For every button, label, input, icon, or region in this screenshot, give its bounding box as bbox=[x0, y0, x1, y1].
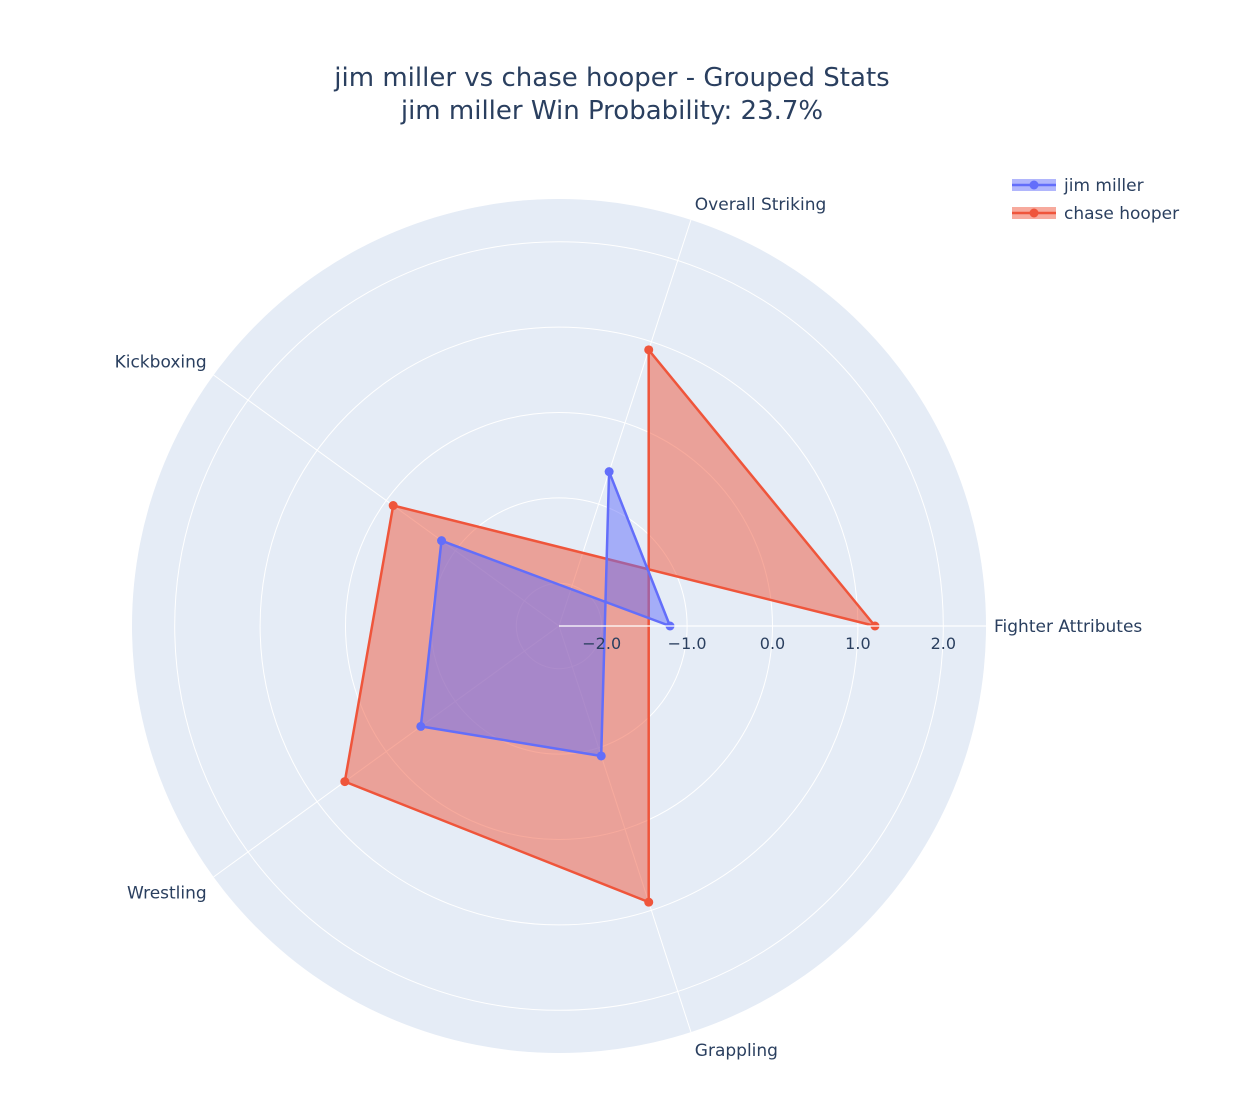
legend-label: chase hooper bbox=[1064, 204, 1179, 224]
series-area bbox=[419, 470, 672, 758]
radial-axis: −2.0 −1.0 0.0 1.0 2.0 bbox=[559, 625, 986, 653]
legend-item[interactable]: jim miller bbox=[1012, 176, 1144, 196]
radial-tick-label: −2.0 bbox=[582, 634, 621, 653]
data-point bbox=[644, 897, 654, 907]
radial-tick-label: 2.0 bbox=[931, 634, 956, 653]
axis-label-kickboxing: Kickboxing bbox=[115, 352, 207, 372]
series-jim-miller bbox=[416, 467, 675, 761]
radial-tick-label: 0.0 bbox=[760, 634, 785, 653]
data-point bbox=[437, 536, 447, 546]
axis-label-grappling: Grappling bbox=[695, 1041, 778, 1061]
data-point bbox=[644, 345, 654, 355]
legend-marker bbox=[1029, 180, 1039, 190]
data-point bbox=[340, 777, 350, 787]
chart-subtitle: jim miller Win Probability: 23.7% bbox=[400, 96, 823, 126]
data-point bbox=[604, 467, 614, 477]
axis-label-fighter-attributes: Fighter Attributes bbox=[994, 617, 1142, 637]
legend-label: jim miller bbox=[1063, 176, 1144, 196]
legend-item[interactable]: chase hooper bbox=[1012, 204, 1179, 224]
data-point bbox=[596, 751, 606, 761]
axis-label-wrestling: Wrestling bbox=[127, 884, 207, 904]
axis-label-overall-striking: Overall Striking bbox=[695, 195, 826, 215]
angular-axis-labels: Fighter Attributes Overall Striking Grappl… bbox=[115, 195, 1143, 1061]
data-point bbox=[388, 501, 398, 511]
radial-tick-label: −1.0 bbox=[668, 634, 707, 653]
radial-tick-label: 1.0 bbox=[845, 634, 870, 653]
data-point bbox=[416, 721, 426, 731]
legend-marker bbox=[1029, 208, 1039, 218]
chart-title: jim miller vs chase hooper - Grouped Sta… bbox=[333, 63, 889, 93]
legend: jim miller chase hooper bbox=[1012, 176, 1179, 224]
